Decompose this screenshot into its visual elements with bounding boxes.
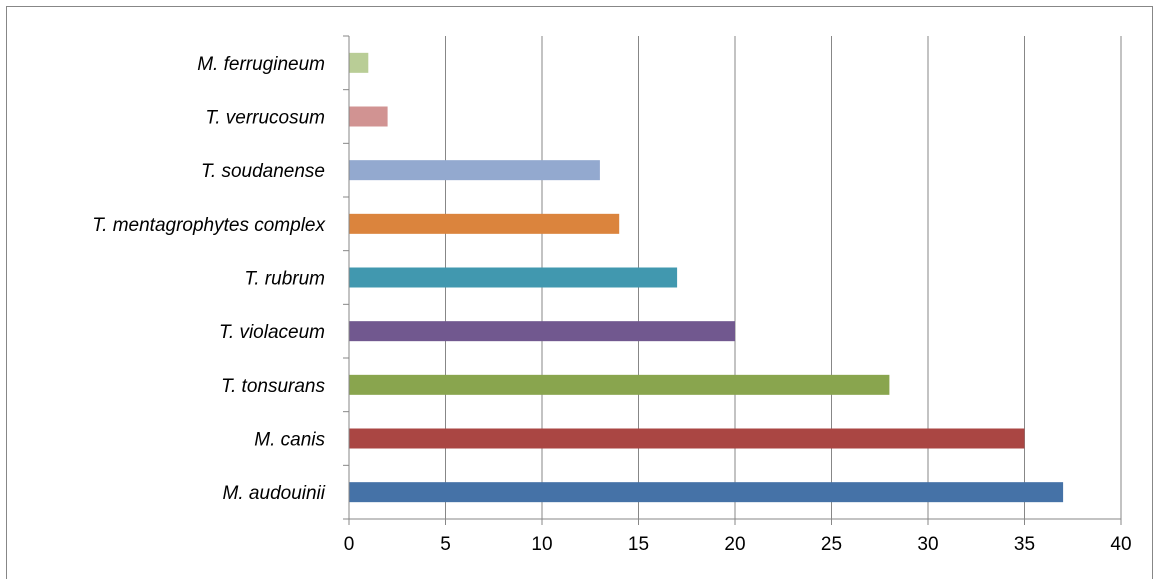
category-label: T. rubrum (244, 269, 325, 290)
bars (349, 53, 1063, 502)
category-label: M. audouinii (223, 483, 326, 504)
bar (349, 214, 619, 234)
x-tick-label: 40 (1110, 534, 1131, 555)
x-tick-label: 20 (724, 534, 745, 555)
bar (349, 429, 1025, 449)
bar (349, 107, 388, 127)
x-tick-label: 25 (821, 534, 842, 555)
x-tick-label: 15 (628, 534, 649, 555)
category-label: T. soudanense (201, 161, 325, 182)
category-label: T. tonsurans (221, 376, 325, 397)
category-label: T. mentagrophytes complex (92, 215, 326, 236)
x-tick-label: 30 (917, 534, 938, 555)
category-labels: M. audouinii M. canis T. tonsurans T. viola… (92, 54, 326, 504)
x-tick-label: 10 (531, 534, 552, 555)
bar (349, 321, 735, 341)
category-label: T. verrucosum (205, 108, 325, 129)
bar (349, 375, 889, 395)
category-label: M. ferrugineum (197, 54, 325, 75)
category-label: M. canis (254, 430, 325, 451)
bar (349, 482, 1063, 502)
x-tick-label: 5 (440, 534, 451, 555)
bar (349, 160, 600, 180)
bar (349, 53, 368, 73)
tick-labels: 0 5 10 15 20 25 30 35 40 (344, 534, 1132, 555)
x-tick-label: 0 (344, 534, 355, 555)
bar (349, 268, 677, 288)
x-tick-label: 35 (1014, 534, 1035, 555)
category-label: T. violaceum (219, 322, 325, 343)
